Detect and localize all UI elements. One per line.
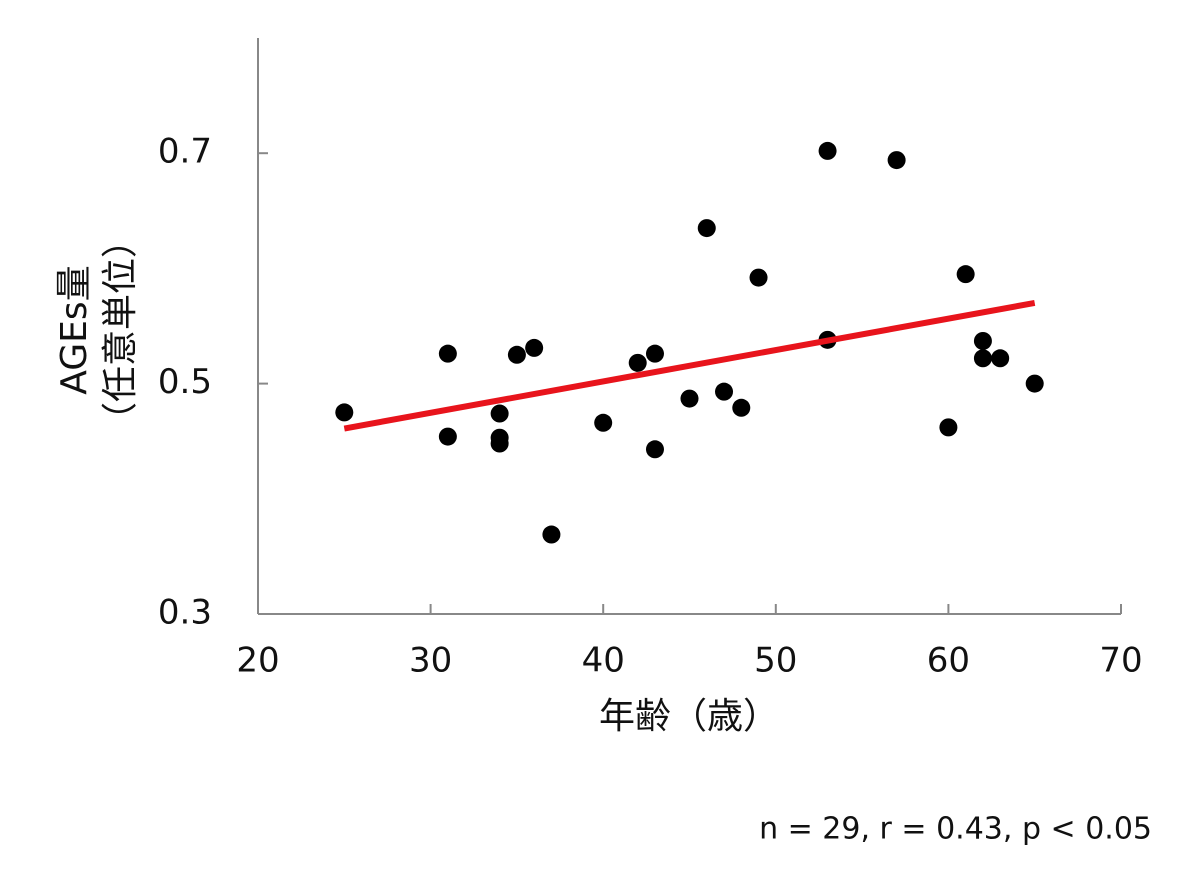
point xyxy=(680,389,699,408)
x-tick-label: 50 xyxy=(754,641,797,681)
y-tick-label: 0.5 xyxy=(158,362,212,402)
point xyxy=(645,440,664,459)
x-tick-label: 20 xyxy=(236,641,279,681)
point xyxy=(749,268,768,287)
point xyxy=(887,151,906,170)
point xyxy=(1025,374,1044,393)
x-tick-label: 70 xyxy=(1099,641,1142,681)
y-axis-label: AGEs量 xyxy=(54,265,95,394)
x-tick-label: 60 xyxy=(927,641,970,681)
annotation: n = 29, r = 0.43, p < 0.05 xyxy=(759,812,1152,847)
y-tick-label: 0.7 xyxy=(158,132,212,172)
point xyxy=(525,338,544,357)
point xyxy=(732,398,751,417)
y-tick-label: 0.3 xyxy=(158,593,212,633)
point xyxy=(939,418,958,437)
point xyxy=(697,219,716,238)
regression-line xyxy=(343,300,1036,432)
point xyxy=(973,349,992,368)
point xyxy=(973,331,992,350)
point xyxy=(715,382,734,401)
point xyxy=(507,345,526,364)
point xyxy=(818,141,837,160)
point xyxy=(645,344,664,363)
point xyxy=(594,413,613,432)
point xyxy=(438,344,457,363)
x-tick-label: 40 xyxy=(582,641,625,681)
y-axis-label: （任意単位） xyxy=(100,222,141,438)
point xyxy=(335,403,354,422)
point xyxy=(956,265,975,284)
point xyxy=(490,434,509,453)
point xyxy=(542,525,561,544)
point xyxy=(438,427,457,446)
x-tick-label: 30 xyxy=(409,641,452,681)
x-axis-label: 年齢（歳） xyxy=(599,696,779,737)
point xyxy=(991,349,1010,368)
point xyxy=(490,404,509,423)
point xyxy=(628,353,647,372)
